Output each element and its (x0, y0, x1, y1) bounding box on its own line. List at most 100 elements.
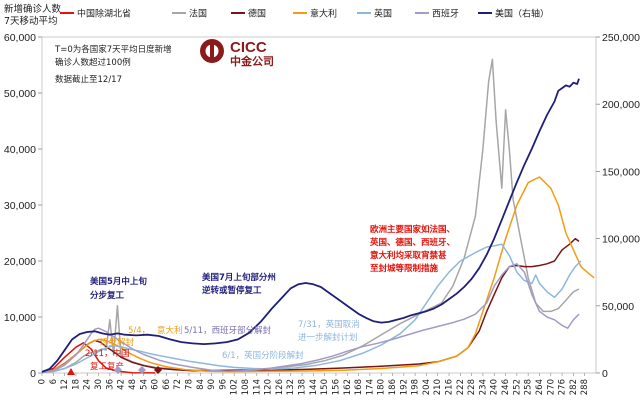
x-tick-label: 222 (456, 379, 466, 395)
x-tick-label: 144 (309, 379, 319, 395)
x-tick-label: 0 (38, 379, 48, 384)
annotation-uk-jul31-1: 7/31，英国取消 (298, 319, 360, 330)
x-tick-label: 84 (196, 379, 206, 390)
x-tick-label: 36 (105, 379, 115, 390)
left-y-tick-label: 10,000 (4, 312, 36, 324)
china-event-marker (67, 368, 75, 375)
annotation-uk-jul31-2: 进一步解封计划 (298, 332, 358, 343)
left-y-tick-label: 40,000 (4, 144, 36, 156)
x-tick-label: 66 (162, 379, 172, 390)
x-tick-label: 150 (320, 379, 330, 395)
x-tick-label: 12 (60, 379, 70, 390)
x-tick-label: 132 (286, 379, 296, 395)
left-axis-title-line-2: 7天移动平均 (4, 15, 58, 27)
italy-event-marker (114, 366, 122, 374)
x-tick-label: 174 (365, 379, 375, 395)
legend-label: 意大利 (310, 8, 337, 20)
annotation-us-july-2: 逆转或暂停复工 (202, 285, 262, 296)
x-tick-label: 288 (580, 379, 590, 395)
cicc-logo: CICC 中金公司 (200, 39, 274, 68)
x-tick-label: 108 (241, 379, 251, 395)
legend-label: 德国 (248, 8, 266, 20)
x-tick-label: 18 (71, 379, 81, 390)
left-axis-title: 新增确诊人数 7天移动平均 (4, 3, 62, 27)
legend-label: 西班牙 (432, 8, 459, 20)
x-tick-label: 30 (94, 379, 104, 390)
x-tick-label: 246 (501, 379, 511, 395)
series-line (41, 342, 156, 374)
annotation-us-may-2: 分步复工 (90, 290, 125, 301)
series-line (41, 243, 582, 374)
annotation-china-1: 2/11，中国 (85, 348, 130, 359)
left-y-axis: 0 10,000 20,000 30,000 40,000 50,000 60,000 (4, 32, 42, 380)
x-tick-label: 264 (535, 379, 545, 395)
note-line-2: 确诊人数超过100例 (55, 57, 131, 68)
x-tick-label: 216 (445, 379, 455, 395)
cicc-logo-subtext: 中金公司 (230, 54, 274, 68)
x-tick-label: 102 (230, 379, 240, 395)
right-y-tick-label: 0 (602, 368, 608, 380)
x-tick-label: 282 (569, 379, 579, 395)
x-tick-label: 204 (422, 379, 432, 395)
left-axis-title-line-1: 新增确诊人数 (4, 3, 62, 15)
annotation-europe-1: 欧洲主要国家如法国、 (370, 224, 455, 235)
legend-label: 法国 (189, 8, 207, 20)
x-tick-label: 180 (377, 379, 387, 395)
x-tick-label: 192 (399, 379, 409, 395)
x-tick-label: 90 (207, 379, 217, 390)
series-line (41, 263, 580, 374)
right-y-tick-label: 100,000 (602, 234, 640, 246)
x-tick-label: 114 (252, 379, 262, 395)
series-line (41, 78, 580, 373)
germany-event-marker (154, 366, 162, 374)
legend-label: 美国（右轴） (495, 8, 549, 20)
annotation-china-2: 复工复产 (90, 361, 124, 372)
annotation-italy-2: 逐步解封 (100, 337, 135, 348)
x-tick-label: 228 (467, 379, 477, 395)
annotation-us-july-1: 美国7月上旬部分州 (202, 272, 276, 283)
x-tick-label: 252 (512, 379, 522, 395)
x-tick-label: 60 (151, 379, 161, 390)
left-y-tick-label: 0 (30, 368, 36, 380)
annotation-us-may-1: 美国5月中上旬 (90, 276, 147, 287)
series-line (41, 58, 580, 374)
x-tick-label: 240 (490, 379, 500, 395)
x-tick-label: 156 (331, 379, 341, 395)
x-tick-label: 270 (546, 379, 556, 395)
series-line (41, 176, 595, 374)
annotation-europe-4: 至封城等限制措施 (370, 263, 439, 274)
legend-label: 中国除湖北省 (77, 8, 131, 20)
x-tick-label: 48 (128, 379, 138, 390)
note-line-3: 数据截止至12/17 (55, 74, 122, 85)
cicc-logo-mark-bar (210, 44, 214, 58)
x-axis: 0 6 12 18 24 30 36 42 48 54 60 66 72 78 84 90 96 102 108 11… (38, 373, 590, 395)
x-tick-label: 120 (264, 379, 274, 395)
cicc-logo-text: CICC (230, 39, 267, 56)
series-lines (41, 58, 595, 374)
right-y-tick-label: 50,000 (602, 301, 634, 313)
series-line (41, 237, 580, 374)
legend: 中国除湖北省 法国 德国 意大利 英国 西班牙 美国（右轴） (60, 8, 549, 20)
annotation-italy-1: 意大利 (157, 325, 183, 336)
legend-label: 英国 (374, 8, 392, 20)
right-y-tick-label: 150,000 (602, 166, 640, 178)
x-tick-label: 72 (173, 379, 183, 390)
right-y-axis: 0 50,000 100,000 150,000 200,000 250,000 (596, 32, 640, 380)
x-tick-label: 78 (184, 379, 194, 390)
x-tick-label: 138 (298, 379, 308, 395)
x-tick-label: 24 (83, 379, 93, 390)
right-y-tick-label: 200,000 (602, 99, 640, 111)
x-tick-label: 54 (139, 379, 149, 390)
left-y-tick-label: 20,000 (4, 256, 36, 268)
x-tick-label: 168 (354, 379, 364, 395)
note-line-1: T=0为各国家7天平均日度新增 (54, 44, 172, 55)
left-y-tick-label: 60,000 (4, 32, 36, 44)
spain-event-marker (138, 366, 146, 374)
annotation-uk-jun1: 6/1，英国分阶段解封 (222, 350, 304, 361)
x-tick-label: 162 (343, 379, 353, 395)
annotation-europe-3: 意大利均采取宵禁甚 (370, 250, 447, 261)
x-tick-label: 126 (275, 379, 285, 395)
x-tick-label: 258 (524, 379, 534, 395)
event-markers (67, 366, 162, 375)
